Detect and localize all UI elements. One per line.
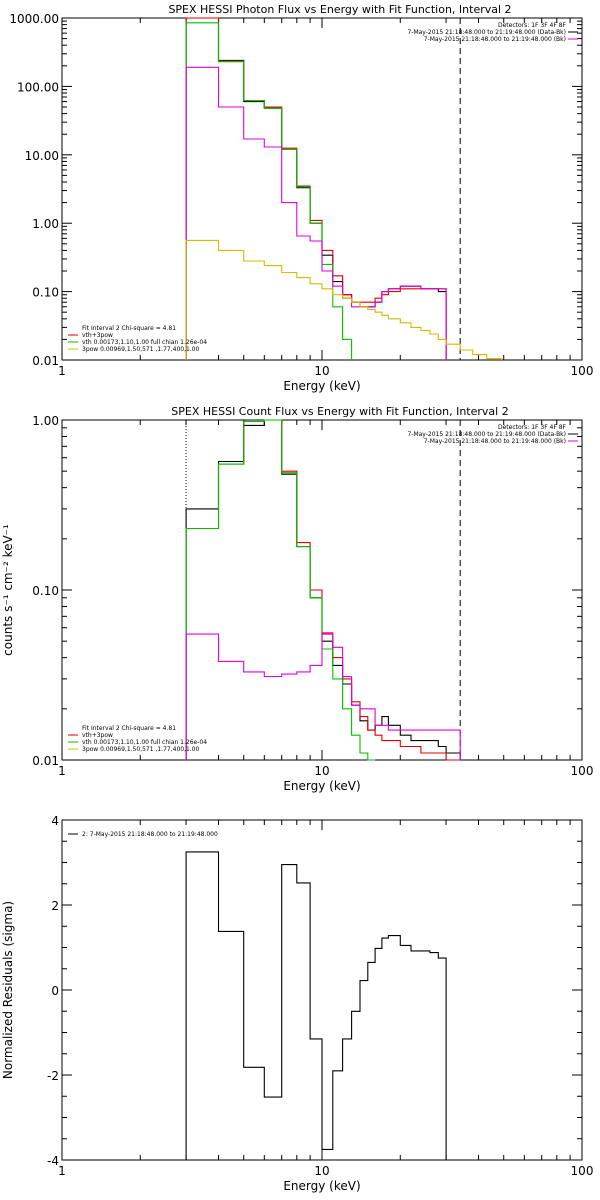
y-tick-label: 0.01 — [32, 354, 59, 368]
series-vth-3pow — [185, 419, 461, 761]
legend-entry: 3pow 0.00969,1.50,571 ,1.77,400,1.00 — [82, 746, 200, 753]
chart-title: SPEX HESSI Photon Flux vs Energy with Fi… — [168, 3, 511, 16]
x-axis-label: Energy (keV) — [283, 779, 360, 793]
legend-entry: 7-May-2015 21:18:48.000 to 21:19:48.000 … — [407, 29, 566, 36]
series-data-bk — [185, 419, 461, 760]
x-tick-label: 100 — [571, 1164, 594, 1178]
y-tick-label: 2 — [51, 899, 59, 913]
chart-title: SPEX HESSI Count Flux vs Energy with Fit… — [171, 405, 508, 418]
panel-resid-axes: 1 10 100 -4 -2 0 2 4 Energy (keV) Normalized Resi… — [1, 814, 593, 1193]
x-tick-label: 10 — [314, 364, 329, 378]
y-tick-label: 10.00 — [25, 149, 59, 163]
legend-entry: 7-May-2015 21:18:48.000 to 21:19:48.000 … — [407, 431, 566, 438]
plot-frame — [61, 17, 583, 361]
legend-entry: vth+3pow — [82, 732, 113, 739]
y-axis-label: Normalized Residuals (sigma) — [1, 901, 15, 1079]
y-tick-label: 4 — [51, 814, 59, 828]
y-tick-label: -4 — [47, 1154, 59, 1168]
panel-count-axes: 1 10 100 0.01 0.10 1.00 SPEX HESSI Count Flux … — [1, 405, 593, 793]
y-tick-label: 0.10 — [32, 584, 59, 598]
x-tick-label: 10 — [314, 1164, 329, 1178]
legend-entry: vth+3pow — [82, 332, 113, 339]
x-tick-label: 1 — [58, 364, 66, 378]
legend-entry: 7-May-2015 21:18:48.000 to 21:19:48.000 … — [424, 438, 566, 445]
legend-entry: Detectors: 1F 3F 4F 8F — [498, 22, 567, 29]
panel-count-series — [185, 419, 461, 761]
x-tick-label: 10 — [314, 764, 329, 778]
legend-entry: 7-May-2015 21:18:48.000 to 21:19:48.000 … — [424, 36, 566, 43]
x-tick-label: 1 — [58, 1164, 66, 1178]
series-vth-3pow — [185, 17, 447, 360]
panel-count-legend: Detectors: 1F 3F 4F 8F7-May-2015 21:18:4… — [68, 424, 578, 753]
y-tick-label: 0 — [51, 984, 59, 998]
series-vth — [185, 419, 376, 761]
y-tick-label: 1000.00 — [9, 12, 59, 26]
legend-entry: Fit Interval 2 Chi-square = 4.81 — [82, 725, 176, 732]
series-2-7-may-2015-21-18-48-000-to-21-19-48-000 — [185, 851, 447, 1160]
series-data-bk — [185, 17, 447, 360]
y-tick-label: 1.00 — [32, 414, 59, 428]
legend-entry: Detectors: 1F 3F 4F 8F — [498, 424, 567, 431]
panel-photon-legend: Detectors: 1F 3F 4F 8F7-May-2015 21:18:4… — [68, 22, 578, 353]
panel-photon-axes: 1 10 100 0.01 0.10 1.00 10.00 100.00 1000.00 SPEX… — [9, 3, 593, 393]
legend-entry: vth 0.00173,1.10,1.00 full chian 1.26e-0… — [82, 739, 207, 746]
series-bk — [185, 66, 447, 360]
y-axis-label: counts s⁻¹ cm⁻² keV⁻¹ — [1, 524, 15, 656]
series-bk — [185, 632, 461, 760]
y-tick-label: 1.00 — [32, 217, 59, 231]
legend-entry: vth 0.00173,1.10,1.00 full chian 1.26e-0… — [82, 339, 207, 346]
x-axis-label: Energy (keV) — [283, 379, 360, 393]
y-tick-label: 0.10 — [32, 286, 59, 300]
panel-photon-series — [185, 17, 503, 360]
y-tick-label: 100.00 — [17, 80, 59, 94]
y-tick-label: -2 — [47, 1069, 59, 1083]
x-tick-label: 100 — [571, 364, 594, 378]
legend-entry: 2: 7-May-2015 21:18:48.000 to 21:19:48.0… — [82, 831, 218, 838]
series-3pow — [185, 239, 503, 360]
panel-resid-legend: 2: 7-May-2015 21:18:48.000 to 21:19:48.0… — [68, 831, 218, 838]
legend-entry: Fit Interval 2 Chi-square = 4.81 — [82, 325, 176, 332]
legend-entry: 3pow 0.00969,1.50,571 ,1.77,400,1.00 — [82, 346, 200, 353]
panel-resid-series — [185, 851, 447, 1160]
x-axis-label: Energy (keV) — [283, 1179, 360, 1193]
y-tick-label: 0.01 — [32, 754, 59, 768]
x-tick-label: 1 — [58, 764, 66, 778]
series-vth — [185, 22, 353, 360]
x-tick-label: 100 — [571, 764, 594, 778]
